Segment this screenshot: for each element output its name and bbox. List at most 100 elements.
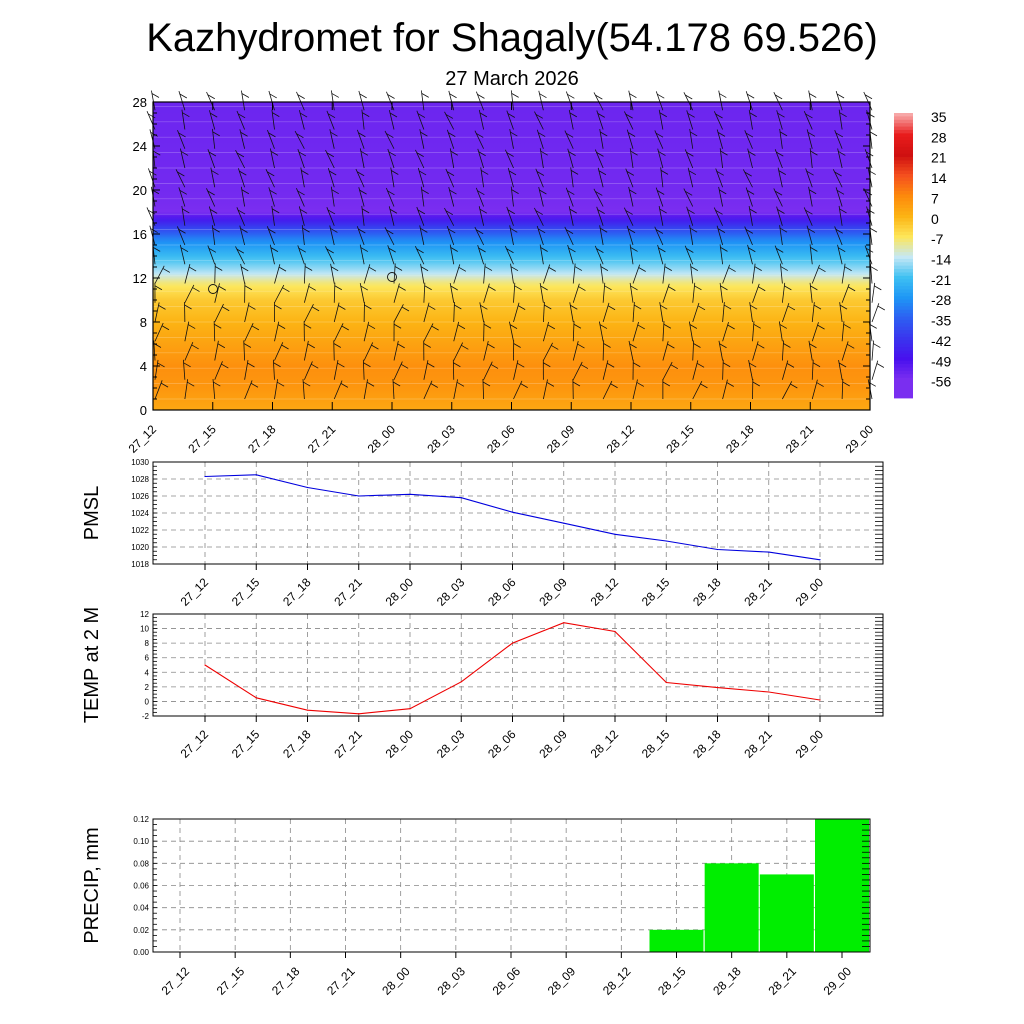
wind-barb-flag xyxy=(778,170,786,175)
colorbar-cell xyxy=(894,303,913,307)
temp-data-point xyxy=(665,681,667,684)
x-tick-label: 28_00 xyxy=(379,964,413,998)
wind-barb-flag xyxy=(488,286,496,291)
wind-barb-flag xyxy=(537,132,546,137)
wind-barb-flag xyxy=(779,324,787,329)
x-tick-label: 28_00 xyxy=(383,575,417,609)
heat-y-tick-label: 16 xyxy=(133,227,147,242)
x-tick-label: 29_00 xyxy=(821,964,855,998)
wind-barb-flag xyxy=(358,132,366,138)
wind-barb-flag xyxy=(790,383,798,389)
colorbar-cell xyxy=(894,360,913,365)
wind-barb-flag xyxy=(331,93,340,98)
colorbar-cell xyxy=(894,119,913,124)
wind-barb-flag xyxy=(417,209,426,215)
colorbar-cell xyxy=(894,289,913,294)
wind-barb-flag xyxy=(810,247,818,252)
wind-barb-flag xyxy=(689,227,698,233)
colorbar-cell xyxy=(894,153,913,158)
y-axis-label: PRECIP, mm xyxy=(81,827,103,943)
y-tick-label: 10 xyxy=(140,625,149,634)
wind-barb-flag xyxy=(340,383,349,388)
wind-barb-flag xyxy=(281,344,289,350)
colorbar-cell xyxy=(894,201,913,206)
wind-barb-flag xyxy=(483,323,492,329)
heat-y-tick-label: 8 xyxy=(140,315,147,330)
x-tick-label: 27_18 xyxy=(269,964,303,998)
colorbar-cell xyxy=(894,381,913,385)
wind-barb-flag xyxy=(397,343,405,349)
y-tick-label: 1020 xyxy=(131,543,149,552)
wind-barb-flag xyxy=(416,152,424,157)
wind-barb-flag xyxy=(178,132,186,138)
x-tick-label: 28_21 xyxy=(741,727,775,761)
x-tick-label: 27_21 xyxy=(331,727,365,761)
wind-barb-flag xyxy=(401,306,410,312)
colorbar-cell xyxy=(894,292,913,297)
wind-barb-flag xyxy=(689,131,698,137)
wind-barb-flag xyxy=(513,343,521,348)
wind-barb-flag xyxy=(487,343,495,349)
x-tick-label: 28_12 xyxy=(588,727,622,761)
wind-barb-flag xyxy=(273,362,281,368)
temp-data-point xyxy=(409,708,411,710)
pmsl-data-point xyxy=(819,559,821,561)
colorbar-cell xyxy=(894,343,913,348)
wind-barb-flag xyxy=(240,131,248,137)
wind-barb-flag xyxy=(603,343,611,348)
wind-barb-flag xyxy=(727,324,735,330)
wind-barb-flag xyxy=(577,343,585,349)
temp-data-point xyxy=(358,713,360,715)
temp-data-point xyxy=(563,622,565,624)
y-tick-label: 2 xyxy=(145,683,150,692)
colorbar-cell xyxy=(894,160,913,165)
colorbar-cell xyxy=(894,248,913,253)
heat-field xyxy=(153,102,870,410)
colorbar-label: 0 xyxy=(931,211,939,227)
wind-barb-flag xyxy=(448,132,456,137)
colorbar-cell xyxy=(894,282,913,287)
colorbar-cell xyxy=(894,235,913,239)
wind-barb-flag xyxy=(877,305,886,311)
colorbar-cell xyxy=(894,238,913,243)
y-tick-label: 8 xyxy=(145,639,150,648)
x-tick-label: 28_15 xyxy=(639,575,673,609)
temp-data-point xyxy=(460,681,462,683)
wind-barb-flag xyxy=(398,286,406,291)
wind-barb-flag xyxy=(638,267,646,272)
wind-barb-flag xyxy=(717,132,726,137)
wind-barb-flag xyxy=(688,170,697,176)
wind-barb-flag xyxy=(270,151,279,156)
wind-barb-flag xyxy=(389,208,398,214)
wind-barb-flag xyxy=(693,343,701,348)
colorbar-label: -28 xyxy=(931,292,951,308)
colorbar-cell xyxy=(894,143,913,148)
colorbar-label: -14 xyxy=(931,252,951,268)
temp-data-point xyxy=(614,630,616,633)
wind-barb-flag xyxy=(540,285,548,291)
pmsl-data-point xyxy=(665,540,667,542)
wind-barb-flag xyxy=(478,151,486,157)
colorbar-label: 7 xyxy=(931,190,939,206)
x-tick-label: 27_21 xyxy=(331,575,365,609)
wind-barb-flag xyxy=(748,151,756,156)
wind-barb-flag xyxy=(212,227,220,233)
x-tick-label: 28_03 xyxy=(434,727,468,761)
wind-barb-flag xyxy=(509,324,518,329)
wind-barb-flag xyxy=(302,381,311,387)
y-tick-label: -2 xyxy=(142,712,150,721)
colorbar-cell xyxy=(894,204,913,209)
wind-barb-flag xyxy=(787,305,796,311)
wind-barb-flag xyxy=(839,304,848,310)
wind-barb-flag xyxy=(329,170,337,176)
colorbar-cell xyxy=(894,241,913,246)
wind-barb-flag xyxy=(808,189,817,195)
heat-y-tick-label: 0 xyxy=(140,403,147,418)
y-tick-label: 1026 xyxy=(131,492,149,501)
wind-barb-flag xyxy=(330,131,338,137)
wind-barb-flag xyxy=(362,112,370,117)
wind-barb-flag xyxy=(517,362,525,368)
colorbar-cell xyxy=(894,374,913,379)
wind-barb-flag xyxy=(754,266,762,271)
heat-y-tick-label: 12 xyxy=(133,271,147,286)
